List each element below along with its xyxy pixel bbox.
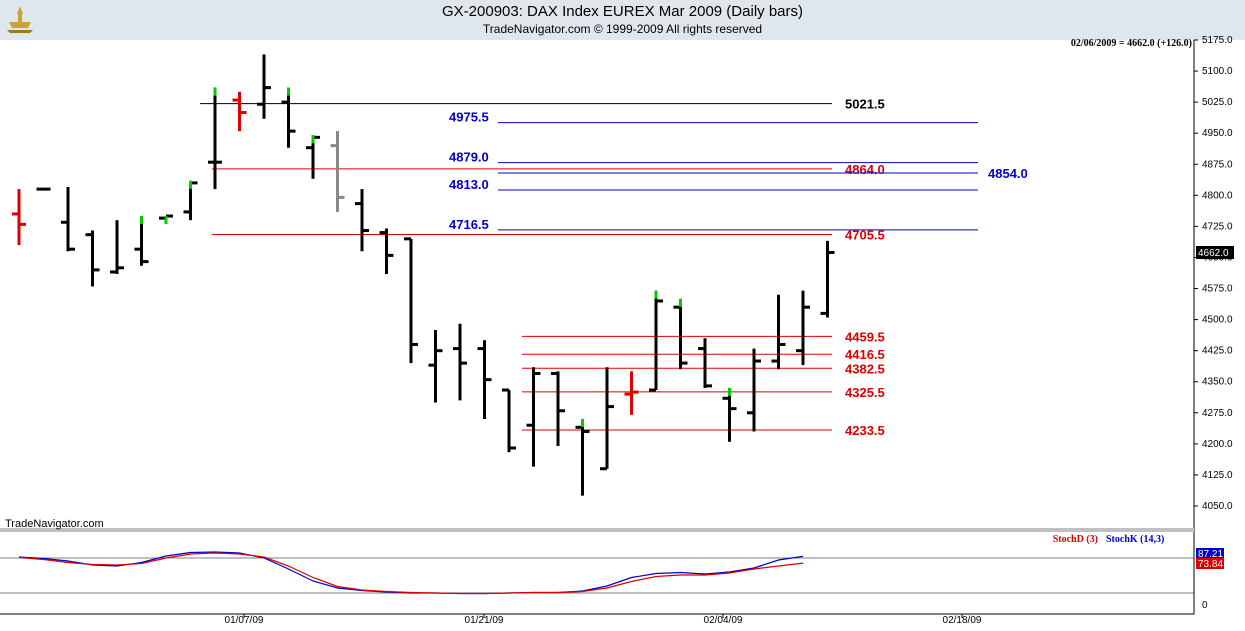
ohlc-bars	[12, 54, 835, 496]
price-tick-label: 5175.0	[1202, 35, 1233, 46]
price-tick-label: 4350.0	[1202, 377, 1233, 388]
chart-title: GX-200903: DAX Index EUREX Mar 2009 (Dai…	[442, 3, 803, 20]
ohlc-bar	[232, 91, 247, 132]
date-axis-ticks: 01/07/09 01/21/09 02/04/09 02/18/09	[225, 614, 982, 626]
level-label: 4325.5	[845, 385, 885, 400]
price-tick-label: 4500.0	[1202, 315, 1233, 326]
ohlc-bar	[110, 220, 124, 275]
stochk-value: 87.21	[1198, 549, 1223, 560]
level-label: 5021.5	[845, 97, 885, 112]
stochk-legend: StochK (14,3)	[1106, 534, 1164, 545]
price-tick-label: 4050.0	[1202, 501, 1233, 512]
level-label: 4416.5	[845, 347, 885, 362]
level-label: 4879.0	[449, 150, 489, 165]
price-axis-ticks: 4050.0 4125.0 4200.0 4275.0 4350.0 4425.0 4500…	[1194, 35, 1233, 512]
ohlc-bar	[85, 230, 100, 287]
level-label: 4233.5	[845, 423, 885, 438]
ohlc-bar	[722, 387, 737, 442]
ohlc-bar	[624, 371, 639, 415]
level-label: 4705.5	[845, 227, 885, 242]
price-tick-label: 4275.0	[1202, 408, 1233, 419]
date-tick-label: 01/21/09	[465, 615, 504, 626]
level-label: 4813.0	[449, 177, 489, 192]
ohlc-bar	[379, 228, 394, 275]
ohlc-bar	[453, 323, 467, 401]
ohlc-bar	[551, 371, 565, 446]
ohlc-bar	[257, 54, 271, 119]
ohlc-bar	[428, 329, 443, 403]
ohlc-bar	[698, 338, 712, 388]
last-price-tag-text: 4662.0	[1198, 248, 1229, 259]
date-tick-label: 02/18/09	[943, 615, 982, 626]
ohlc-bar	[208, 87, 222, 190]
level-label: 4854.0	[988, 166, 1028, 181]
ohlc-bar	[477, 340, 492, 420]
last-bar-info: 02/06/2009 = 4662.0 (+126.0)	[1071, 38, 1192, 49]
price-tick-label: 4125.0	[1202, 470, 1233, 481]
price-tick-label: 4875.0	[1202, 159, 1233, 170]
date-tick-label: 02/04/09	[704, 615, 743, 626]
level-label: 4459.5	[845, 329, 885, 344]
ohlc-bar	[330, 131, 345, 212]
last-price-tag	[1196, 246, 1234, 259]
ohlc-bar	[12, 189, 26, 246]
ohlc-bar	[183, 180, 198, 221]
stochd-value-tag	[1196, 558, 1224, 569]
ohlc-bar	[61, 187, 75, 252]
price-tick-label: 4950.0	[1202, 128, 1233, 139]
price-tick-label: 5025.0	[1202, 97, 1233, 108]
ohlc-bar	[526, 367, 541, 467]
level-label: 4716.5	[449, 217, 489, 232]
stoch-zero-label: 0	[1202, 600, 1208, 611]
chart-header: GX-200903: DAX Index EUREX Mar 2009 (Dai…	[0, 0, 1245, 40]
stoch-guide-lines	[0, 557, 1194, 594]
ohlc-bar	[771, 294, 786, 370]
ohlc-bar	[306, 135, 320, 179]
stochk-value-tag	[1196, 548, 1224, 558]
level-lines: 5021.5 4975.5 4879.0 4864.0 4854.0 4813.0 4716…	[200, 97, 1028, 438]
date-tick-label: 01/07/09	[225, 615, 264, 626]
ohlc-bar	[600, 367, 614, 471]
stochd-value: 73.84	[1198, 559, 1223, 570]
level-label: 4975.5	[449, 110, 489, 125]
price-panel-bg	[0, 40, 1194, 530]
price-tick-label: 5100.0	[1202, 66, 1233, 77]
watermark-text: TradeNavigator.com	[5, 518, 104, 530]
stochastic-lines	[18, 551, 804, 595]
price-tick-label: 4725.0	[1202, 221, 1233, 232]
ohlc-bar	[502, 388, 516, 453]
ohlc-bar	[673, 298, 688, 370]
level-label: 4382.5	[845, 361, 885, 376]
copyright-text: TradeNavigator.com © 1999-2009 All right…	[482, 22, 763, 36]
price-tick-label: 4425.0	[1202, 346, 1233, 357]
ohlc-bar	[355, 189, 369, 252]
price-tick-label: 4200.0	[1202, 439, 1233, 450]
ohlc-bar	[796, 290, 810, 366]
ohlc-bar	[281, 87, 296, 148]
tradenavigator-logo-icon	[7, 6, 33, 33]
stochd-legend: StochD (3)	[1053, 534, 1098, 545]
level-label: 4864.0	[845, 162, 885, 177]
ohlc-bar	[820, 240, 835, 318]
price-tick-label: 4575.0	[1202, 284, 1233, 295]
ohlc-bar	[159, 214, 173, 225]
ohlc-bar	[575, 419, 590, 496]
ohlc-bar	[404, 237, 418, 364]
ohlc-bar	[747, 348, 761, 432]
ohlc-bar	[134, 216, 149, 266]
ohlc-bar	[649, 290, 663, 392]
stochd-line	[18, 552, 804, 595]
price-tick-label: 4800.0	[1202, 190, 1233, 201]
